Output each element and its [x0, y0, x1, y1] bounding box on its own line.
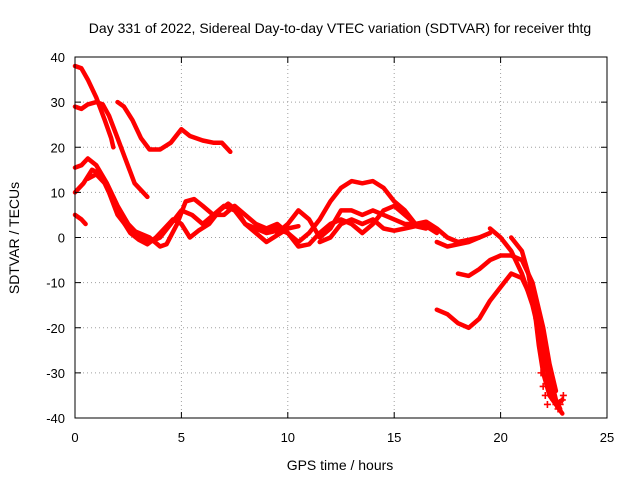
x-tick-label: 15 — [387, 430, 401, 445]
x-tick-label: 5 — [178, 430, 185, 445]
y-tick-label: 40 — [51, 50, 65, 65]
plus-marker — [533, 315, 541, 323]
plus-marker — [559, 391, 567, 399]
series-track-2 — [72, 99, 150, 200]
plus-marker — [543, 400, 551, 408]
plus-marker — [558, 396, 566, 404]
plus-marker — [546, 382, 554, 390]
y-tick-labels: -40 -30 -20 -10 0 10 20 30 40 — [46, 50, 65, 426]
series-track-8 — [274, 208, 493, 245]
data-series — [72, 63, 565, 416]
plus-marker — [556, 400, 564, 408]
plus-marker — [537, 342, 545, 350]
y-tick-label: -40 — [46, 411, 65, 426]
plus-marker — [539, 382, 547, 390]
y-tick-label: 0 — [58, 231, 65, 246]
series-track-1 — [72, 63, 116, 150]
plus-marker — [535, 328, 543, 336]
chart-title: Day 331 of 2022, Sidereal Day-to-day VTE… — [89, 20, 591, 36]
plus-marker — [541, 364, 549, 372]
x-axis-label: GPS time / hours — [287, 457, 394, 473]
x-tick-label: 10 — [281, 430, 295, 445]
y-tick-label: -30 — [46, 366, 65, 381]
plus-marker — [529, 288, 537, 296]
plus-marker — [531, 301, 539, 309]
y-tick-label: 10 — [51, 185, 65, 200]
y-tick-label: 30 — [51, 95, 65, 110]
plus-marker — [548, 387, 556, 395]
plus-marker — [554, 405, 562, 413]
plus-marker — [539, 351, 547, 359]
series-track-3 — [115, 99, 233, 155]
series-track-6 — [85, 172, 301, 247]
y-tick-label: -10 — [46, 276, 65, 291]
series-track-15 — [434, 235, 482, 249]
y-tick-label: -20 — [46, 321, 65, 336]
series-track-16 — [72, 212, 88, 227]
axis-ticks — [74, 56, 608, 419]
series-track-9 — [274, 203, 440, 249]
plus-marker — [543, 373, 551, 381]
x-tick-label: 20 — [493, 430, 507, 445]
plus-marker — [537, 369, 545, 377]
x-tick-label: 0 — [71, 430, 78, 445]
series-track-10 — [317, 217, 429, 245]
plus-marker — [550, 396, 558, 404]
x-tick-labels: 0 5 10 15 20 25 — [71, 430, 614, 445]
y-tick-label: 20 — [51, 140, 65, 155]
y-axis-label: SDTVAR / TECUs — [6, 182, 22, 294]
x-tick-label: 25 — [600, 430, 614, 445]
data-markers — [529, 288, 567, 413]
plus-marker — [541, 391, 549, 399]
